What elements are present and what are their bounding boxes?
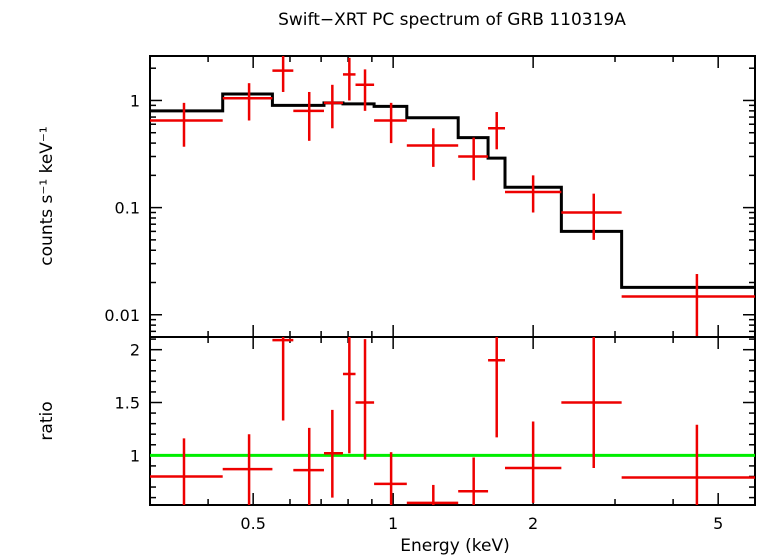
ratio-data-point xyxy=(272,337,294,421)
ratio-data-point xyxy=(621,424,755,505)
spectrum-data-point xyxy=(505,175,562,213)
spectrum-panel: 1 0.1 0.01 xyxy=(104,55,756,338)
spectrum-data-point xyxy=(272,56,294,92)
spectrum-y-tick-label: 0.1 xyxy=(115,199,140,218)
x-tick-label: 1 xyxy=(388,514,398,533)
ratio-data-point xyxy=(374,452,407,505)
spectrum-data-point xyxy=(406,128,459,167)
ratio-data-point xyxy=(150,438,223,505)
spectrum-y-tick-label: 1 xyxy=(130,91,140,110)
x-tick-label: 0.5 xyxy=(240,514,265,533)
spectrum-data-point xyxy=(561,193,622,240)
ratio-data-point xyxy=(293,427,324,505)
spectrum-data-point xyxy=(323,84,343,129)
spectrum-data-point xyxy=(458,137,489,181)
ratio-data-point xyxy=(488,337,506,438)
spectrum-data-point xyxy=(293,91,324,141)
ratio-frame xyxy=(149,336,756,506)
spectrum-data-point xyxy=(342,57,356,101)
ratio-panel: 1 1.5 2 0.5 1 2 5 xyxy=(115,336,756,533)
spectrum-data-point xyxy=(150,102,223,147)
ratio-data-point xyxy=(323,409,343,498)
ratio-data-point xyxy=(561,337,622,469)
ratio-y-tick-label: 1.5 xyxy=(115,394,140,413)
ratio-y-tick-label: 2 xyxy=(130,341,140,360)
ratio-data-point xyxy=(505,421,562,503)
ratio-y-axis-label: ratio xyxy=(37,401,57,440)
spectrum-data-point xyxy=(355,69,375,111)
ratio-data-point xyxy=(458,457,489,505)
spectrum-y-tick-label: 0.01 xyxy=(104,306,140,325)
ratio-y-tick-label: 1 xyxy=(130,446,140,465)
spectrum-data-point xyxy=(222,83,273,121)
ratio-data-point xyxy=(355,339,375,460)
x-tick-label: 2 xyxy=(528,514,538,533)
x-tick-label: 5 xyxy=(713,514,723,533)
x-axis-label: Energy (keV) xyxy=(400,536,510,556)
spectrum-data-point xyxy=(488,112,506,150)
spectrum-data-point xyxy=(374,102,407,144)
ratio-data-point xyxy=(342,337,356,454)
spectrum-model-line xyxy=(150,92,755,289)
spectrum-y-axis-label: counts s⁻¹ keV⁻¹ xyxy=(37,126,57,265)
chart-title: Swift−XRT PC spectrum of GRB 110319A xyxy=(278,10,626,30)
spectrum-data-point xyxy=(621,274,755,337)
ratio-data-point xyxy=(406,484,459,505)
ratio-data-point xyxy=(222,434,273,505)
